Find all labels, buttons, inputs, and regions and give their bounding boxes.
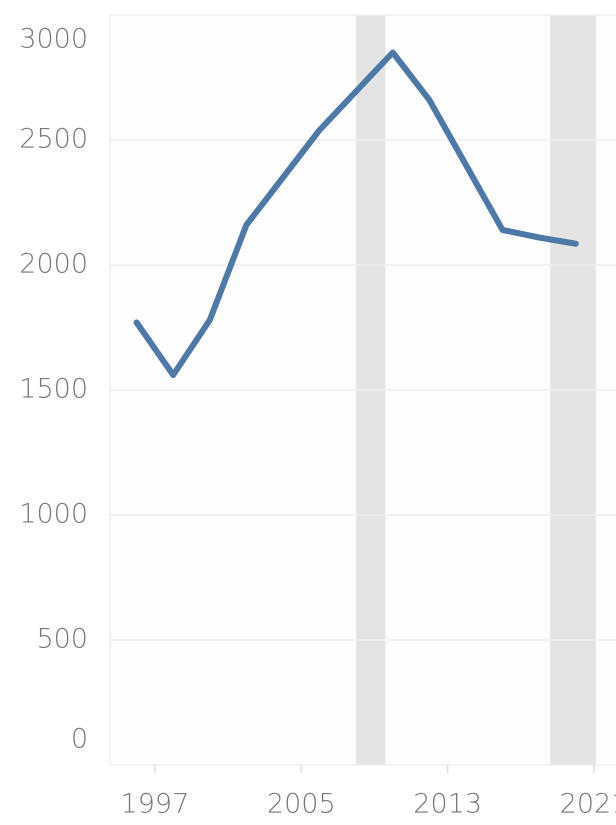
y-tick-label: 3000 bbox=[19, 24, 88, 55]
x-tick-label: 2013 bbox=[413, 789, 482, 820]
y-tick-label: 2000 bbox=[19, 249, 88, 280]
x-tick-label: 2005 bbox=[267, 789, 336, 820]
y-tick-label: 1500 bbox=[19, 374, 88, 405]
line-series bbox=[133, 49, 579, 378]
y-tick-label: 500 bbox=[36, 624, 88, 655]
x-tick-label: 2021 bbox=[560, 789, 616, 820]
y-tick-label: 2500 bbox=[19, 124, 88, 155]
x-tick-label: 1997 bbox=[121, 789, 190, 820]
y-tick-label: 1000 bbox=[19, 499, 88, 530]
y-tick-label: 0 bbox=[71, 724, 88, 755]
